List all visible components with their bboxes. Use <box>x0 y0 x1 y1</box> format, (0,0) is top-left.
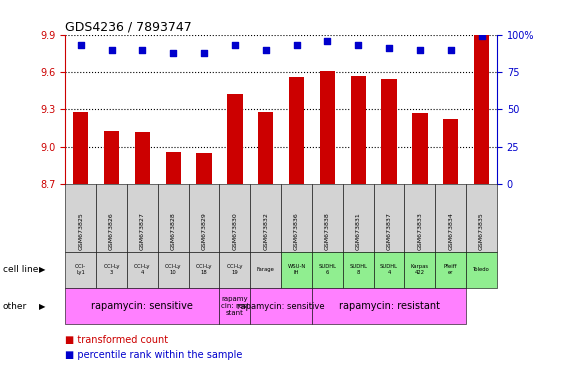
Text: SUDHL
4: SUDHL 4 <box>380 264 398 275</box>
Point <box>323 38 332 44</box>
Point <box>292 42 301 48</box>
Text: GSM673837: GSM673837 <box>387 212 391 250</box>
Text: SUDHL
6: SUDHL 6 <box>319 264 336 275</box>
Point <box>231 42 240 48</box>
Bar <box>412 113 428 184</box>
Point <box>446 46 456 53</box>
Text: WSU-N
IH: WSU-N IH <box>287 264 306 275</box>
Text: ▶: ▶ <box>39 265 45 274</box>
Bar <box>135 132 150 184</box>
Bar <box>320 71 335 184</box>
Text: GSM673827: GSM673827 <box>140 212 145 250</box>
Text: GSM673831: GSM673831 <box>356 212 361 250</box>
Text: OCI-Ly
19: OCI-Ly 19 <box>227 264 243 275</box>
Text: Karpas
422: Karpas 422 <box>411 264 429 275</box>
Text: GSM673835: GSM673835 <box>479 212 484 250</box>
Text: Toledo: Toledo <box>473 267 490 272</box>
Text: GSM673826: GSM673826 <box>109 212 114 250</box>
Bar <box>443 119 458 184</box>
Point <box>354 42 363 48</box>
Text: Farage: Farage <box>257 267 275 272</box>
Text: Pfeiff
er: Pfeiff er <box>444 264 457 275</box>
Point <box>107 46 116 53</box>
Text: GSM673828: GSM673828 <box>171 212 176 250</box>
Text: GSM673834: GSM673834 <box>448 212 453 250</box>
Text: GSM673832: GSM673832 <box>263 212 268 250</box>
Text: ■ percentile rank within the sample: ■ percentile rank within the sample <box>65 350 243 360</box>
Text: ■ transformed count: ■ transformed count <box>65 335 169 345</box>
Point <box>138 46 147 53</box>
Text: GDS4236 / 7893747: GDS4236 / 7893747 <box>65 20 192 33</box>
Point <box>385 45 394 51</box>
Text: OCI-Ly
3: OCI-Ly 3 <box>103 264 120 275</box>
Bar <box>381 79 397 184</box>
Text: GSM673838: GSM673838 <box>325 212 330 250</box>
Text: OCI-Ly
4: OCI-Ly 4 <box>134 264 151 275</box>
Bar <box>73 112 89 184</box>
Text: rapamy
cin: resi
stant: rapamy cin: resi stant <box>221 296 249 316</box>
Text: rapamycin: sensitive: rapamycin: sensitive <box>237 302 325 311</box>
Bar <box>289 77 304 184</box>
Bar <box>104 131 119 184</box>
Bar <box>165 152 181 184</box>
Text: ▶: ▶ <box>39 302 45 311</box>
Text: rapamycin: resistant: rapamycin: resistant <box>339 301 440 311</box>
Bar <box>197 153 212 184</box>
Text: GSM673830: GSM673830 <box>232 212 237 250</box>
Text: GSM673836: GSM673836 <box>294 212 299 250</box>
Text: OCI-
Ly1: OCI- Ly1 <box>75 264 86 275</box>
Bar <box>474 35 489 184</box>
Text: rapamycin: sensitive: rapamycin: sensitive <box>91 301 193 311</box>
Point <box>199 50 208 56</box>
Text: cell line: cell line <box>3 265 38 274</box>
Text: OCI-Ly
10: OCI-Ly 10 <box>165 264 182 275</box>
Point <box>477 33 486 39</box>
Point <box>76 42 85 48</box>
Text: OCI-Ly
18: OCI-Ly 18 <box>196 264 212 275</box>
Bar <box>350 76 366 184</box>
Bar <box>258 112 273 184</box>
Point <box>169 50 178 56</box>
Bar <box>227 94 243 184</box>
Text: SUDHL
8: SUDHL 8 <box>349 264 367 275</box>
Text: GSM673825: GSM673825 <box>78 212 83 250</box>
Point <box>415 46 424 53</box>
Text: GSM673829: GSM673829 <box>202 212 207 250</box>
Point <box>261 46 270 53</box>
Text: GSM673833: GSM673833 <box>417 212 423 250</box>
Text: other: other <box>3 302 27 311</box>
